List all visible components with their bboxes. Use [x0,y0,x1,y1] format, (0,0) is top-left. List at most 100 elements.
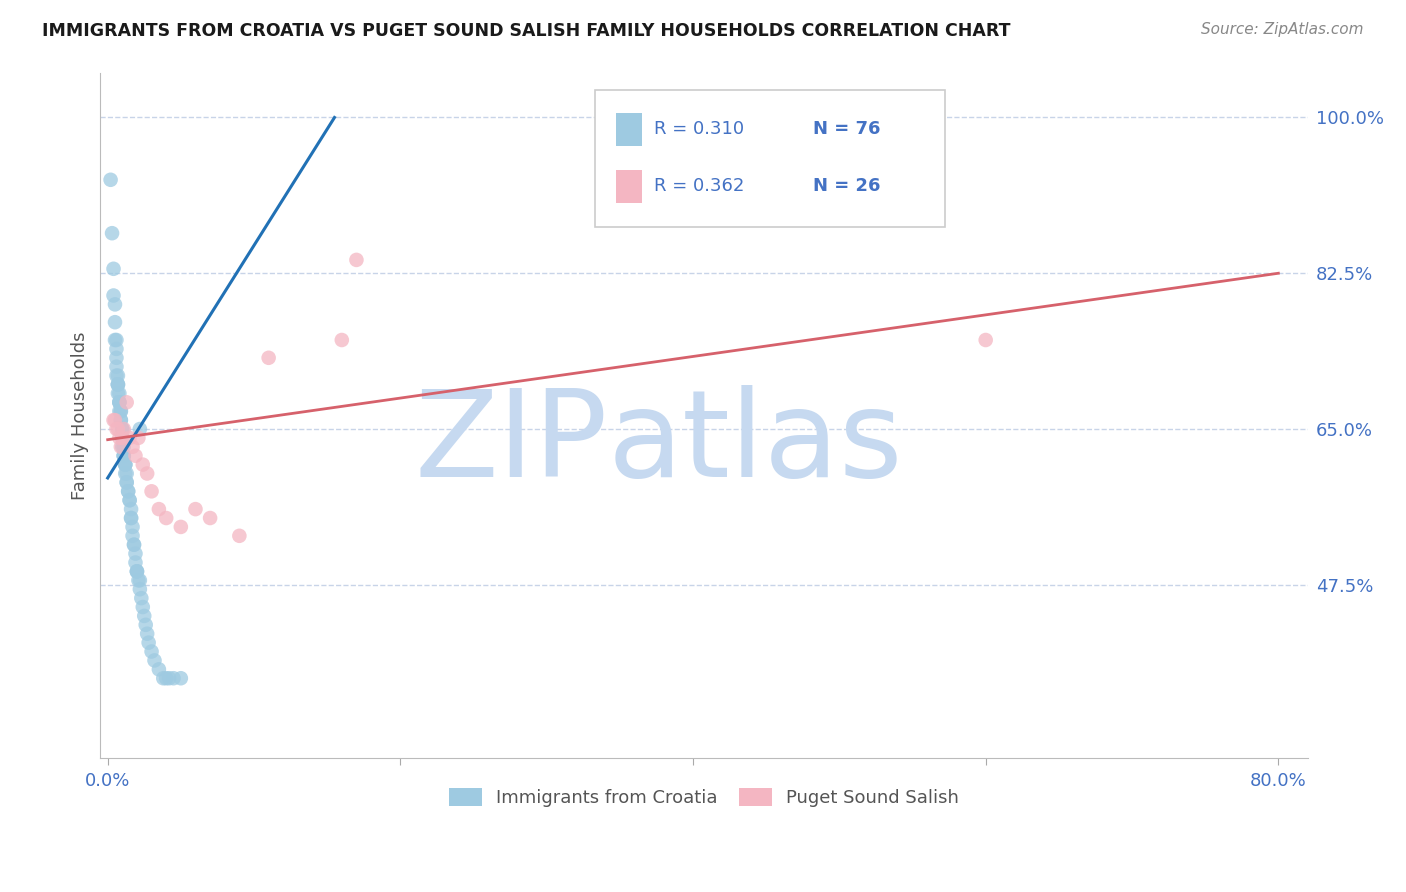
Point [136,467,159,481]
Point [128,582,150,597]
Legend: Immigrants from Croatia, Puget Sound Salish: Immigrants from Croatia, Puget Sound Sal… [441,780,966,814]
Point [112,422,135,436]
Point [107,377,129,392]
FancyBboxPatch shape [616,169,643,202]
Point [330,333,353,347]
Point [105,333,128,347]
Point [346,252,368,267]
Point [155,671,177,685]
Point [143,653,166,667]
Point [108,386,131,401]
Y-axis label: Family Households: Family Households [72,332,89,500]
Point [112,449,135,463]
Point [170,671,193,685]
Point [108,395,131,409]
Point [111,431,134,445]
Point [148,502,170,516]
Point [108,404,131,418]
Text: R = 0.362: R = 0.362 [655,178,745,195]
Point [100,173,122,187]
Point [155,511,177,525]
Point [105,351,128,365]
Point [107,422,129,436]
Point [117,484,139,499]
Point [114,458,136,472]
Point [115,467,138,481]
Point [104,315,127,329]
Point [110,413,132,427]
Point [974,333,997,347]
FancyBboxPatch shape [616,112,643,145]
Point [134,608,156,623]
Point [124,449,146,463]
Text: atlas: atlas [607,384,903,501]
Point [110,413,132,427]
Point [148,662,170,676]
Point [124,547,146,561]
Point [124,556,146,570]
Point [125,565,148,579]
Point [132,458,155,472]
Point [115,475,138,490]
Point [128,422,150,436]
Point [135,617,157,632]
Point [111,422,134,436]
Point [157,671,180,685]
Point [120,502,142,516]
Point [118,493,141,508]
Point [104,413,127,427]
Point [141,484,163,499]
Point [136,626,159,640]
Point [118,493,141,508]
Point [125,565,148,579]
Point [104,333,127,347]
Text: N = 76: N = 76 [813,120,880,138]
Point [111,440,134,454]
Point [115,475,138,490]
Point [108,395,131,409]
Point [111,431,134,445]
Point [111,422,134,436]
Point [114,467,136,481]
Point [112,449,135,463]
Point [107,377,129,392]
Point [184,502,207,516]
Point [105,422,128,436]
Point [105,342,128,356]
Point [114,458,136,472]
Point [128,574,150,588]
Point [111,431,134,445]
Point [121,440,143,454]
Point [117,484,139,499]
Point [122,538,145,552]
Point [103,288,125,302]
Point [122,538,145,552]
Point [112,449,135,463]
Point [107,368,129,383]
Point [228,529,250,543]
Point [127,574,149,588]
Point [104,297,127,311]
Text: Source: ZipAtlas.com: Source: ZipAtlas.com [1201,22,1364,37]
Point [125,565,148,579]
Point [118,431,141,445]
Point [120,511,142,525]
Point [115,395,138,409]
Point [114,458,136,472]
Point [141,644,163,658]
Point [112,440,135,454]
Point [121,529,143,543]
Point [121,520,143,534]
Point [138,635,160,649]
Point [131,591,153,606]
Point [198,511,221,525]
Point [107,386,129,401]
Text: IMMIGRANTS FROM CROATIA VS PUGET SOUND SALISH FAMILY HOUSEHOLDS CORRELATION CHAR: IMMIGRANTS FROM CROATIA VS PUGET SOUND S… [42,22,1011,40]
Point [110,404,132,418]
Point [110,404,132,418]
Point [107,377,129,392]
Point [127,431,149,445]
Point [132,600,155,615]
Text: ZIP: ZIP [413,384,607,501]
Point [105,359,128,374]
